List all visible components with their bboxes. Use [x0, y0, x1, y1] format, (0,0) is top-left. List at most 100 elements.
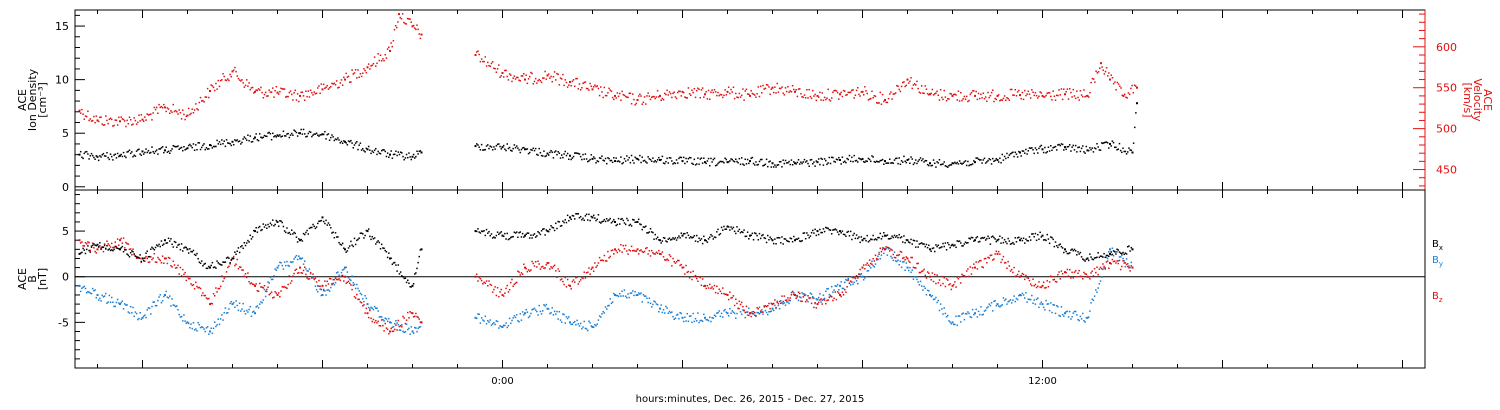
- trace-dot: [590, 154, 593, 156]
- trace-dot: [647, 156, 649, 158]
- trace-dot: [859, 273, 861, 276]
- trace-dot: [199, 326, 202, 329]
- trace-dot: [416, 330, 418, 333]
- trace-dot: [348, 140, 351, 143]
- trace-dot: [1079, 275, 1082, 278]
- trace-dot: [242, 269, 244, 271]
- trace-dot: [722, 229, 724, 231]
- trace-dot: [412, 283, 415, 285]
- trace-dot: [603, 312, 606, 314]
- trace-dot: [485, 228, 488, 231]
- trace-dot: [302, 95, 305, 97]
- trace-dot: [219, 318, 222, 320]
- trace-dot: [263, 226, 266, 228]
- trace-dot: [584, 215, 587, 217]
- trace-dot: [775, 243, 777, 245]
- trace-dot: [502, 76, 505, 78]
- trace-dot: [103, 295, 106, 297]
- trace-dot: [187, 277, 190, 280]
- trace-dot: [718, 94, 720, 97]
- trace-dot: [751, 232, 754, 235]
- trace-dot: [167, 108, 170, 110]
- trace-dot: [244, 84, 247, 87]
- trace-dot: [585, 87, 588, 90]
- trace-dot: [712, 288, 715, 290]
- trace-dot: [1087, 149, 1090, 152]
- trace-dot: [840, 91, 842, 94]
- trace-dot: [700, 238, 703, 240]
- trace-dot: [992, 259, 994, 261]
- trace-dot: [527, 232, 530, 234]
- trace-dot: [419, 249, 422, 251]
- trace-dot: [609, 89, 612, 91]
- trace-dot: [963, 161, 966, 163]
- trace-dot: [633, 219, 635, 221]
- trace-dot: [1054, 280, 1057, 283]
- trace-dot: [401, 275, 403, 277]
- trace-dot: [157, 299, 159, 302]
- trace-dot: [602, 96, 604, 99]
- trace-dot: [945, 316, 948, 318]
- trace-dot: [538, 263, 540, 265]
- trace-dot: [168, 257, 171, 259]
- trace-dot: [694, 96, 697, 99]
- trace-dot: [992, 235, 994, 237]
- trace-dot: [549, 151, 551, 154]
- trace-dot: [184, 118, 186, 121]
- trace-dot: [410, 21, 413, 23]
- data-point: [1136, 86, 1138, 89]
- trace-dot: [1006, 152, 1008, 155]
- trace-dot: [217, 287, 220, 290]
- trace-dot: [933, 250, 936, 253]
- trace-dot: [594, 323, 596, 326]
- trace-dot: [502, 295, 505, 297]
- trace-dot: [199, 287, 202, 290]
- trace-dot: [999, 157, 1001, 160]
- data-point: [299, 94, 301, 97]
- trace-dot: [1009, 152, 1012, 155]
- trace-dot: [684, 232, 686, 235]
- trace-dot: [899, 236, 902, 239]
- trace-dot: [714, 291, 717, 294]
- trace-dot: [212, 293, 215, 295]
- trace-dot: [693, 320, 696, 323]
- trace-dot: [845, 278, 847, 281]
- trace-dot: [1016, 91, 1019, 93]
- trace-dot: [307, 233, 310, 235]
- trace-dot: [618, 92, 621, 95]
- trace-dot: [244, 313, 247, 315]
- trace-dot: [544, 234, 546, 236]
- trace-dot: [836, 231, 839, 233]
- trace-dot: [267, 286, 269, 288]
- trace-dot: [886, 162, 889, 164]
- trace-dot: [211, 332, 214, 335]
- trace-dot: [978, 159, 981, 161]
- trace-dot: [1104, 268, 1107, 270]
- trace-dot: [656, 252, 659, 255]
- trace-dot: [1071, 146, 1073, 148]
- trace-dot: [393, 153, 396, 156]
- data-point: [186, 147, 189, 150]
- trace-dot: [1040, 301, 1043, 303]
- trace-dot: [950, 164, 953, 166]
- trace-dot: [131, 124, 133, 126]
- data-point: [726, 161, 729, 164]
- trace-dot: [635, 250, 638, 252]
- trace-dot: [892, 236, 895, 239]
- trace-dot: [573, 85, 576, 87]
- trace-dot: [820, 157, 822, 160]
- trace-dot: [353, 295, 356, 298]
- trace-dot: [223, 261, 225, 264]
- trace-dot: [225, 257, 228, 259]
- trace-dot: [150, 248, 152, 250]
- trace-dot: [132, 250, 134, 253]
- trace-dot: [1083, 259, 1085, 261]
- trace-dot: [1111, 247, 1114, 249]
- trace-dot: [1031, 284, 1033, 287]
- trace-dot: [616, 251, 619, 254]
- trace-dot: [237, 268, 240, 270]
- data-point: [1041, 94, 1044, 97]
- trace-dot: [102, 250, 105, 253]
- trace-dot: [711, 316, 713, 319]
- trace-dot: [313, 91, 315, 93]
